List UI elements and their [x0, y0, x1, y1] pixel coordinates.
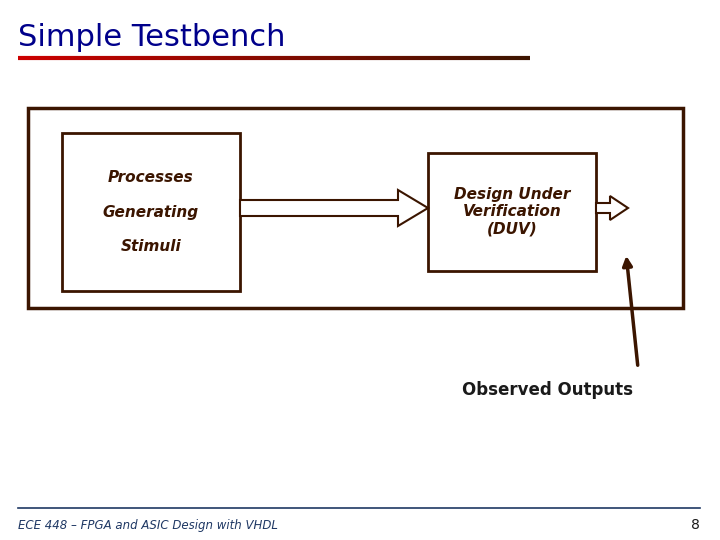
Text: 8: 8 — [691, 518, 700, 532]
Text: ECE 448 – FPGA and ASIC Design with VHDL: ECE 448 – FPGA and ASIC Design with VHDL — [18, 518, 278, 531]
Bar — [428, 153, 596, 271]
Text: Processes

Generating

Stimuli: Processes Generating Stimuli — [103, 170, 199, 254]
Bar — [62, 133, 240, 291]
Text: Design Under
Verification
(DUV): Design Under Verification (DUV) — [454, 187, 570, 237]
Text: Observed Outputs: Observed Outputs — [462, 381, 633, 399]
Text: Simple Testbench: Simple Testbench — [18, 24, 286, 52]
Polygon shape — [596, 196, 628, 220]
Polygon shape — [240, 190, 428, 226]
Bar — [28, 108, 683, 308]
